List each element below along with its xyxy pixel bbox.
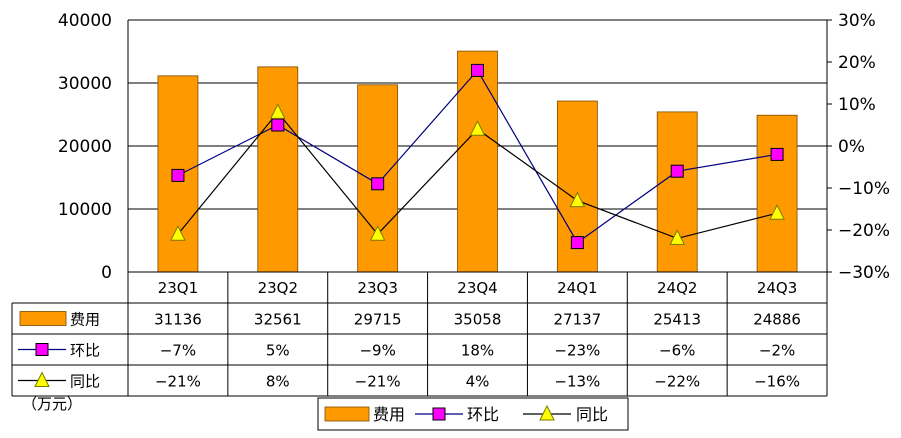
right-axis-ticks: −30% −20% −10% 0% 10% 20% 30%: [827, 11, 890, 283]
left-tick-label: 30000: [58, 74, 112, 94]
legend-key-triangle: [539, 404, 555, 421]
category-label: 24Q3: [757, 279, 797, 297]
right-tick-label: −30%: [838, 263, 890, 283]
data-label: −2%: [759, 342, 795, 360]
row-series-name: 环比: [70, 342, 100, 360]
category-label: 23Q2: [258, 279, 298, 297]
bar: [257, 66, 299, 273]
square-marker: [471, 63, 484, 77]
legend-label: 环比: [467, 405, 499, 424]
row-key-triangle: [34, 371, 50, 387]
row-series-name: 费用: [70, 311, 100, 329]
triangle-marker: [569, 191, 586, 208]
series-line-huanbi: [171, 63, 784, 250]
category-label: 23Q1: [158, 279, 198, 297]
right-tick-label: −20%: [838, 221, 890, 241]
data-label: 24886: [753, 311, 801, 329]
unit-label: （万元）: [22, 395, 82, 413]
right-tick-label: −10%: [838, 179, 890, 199]
triangle-marker: [170, 225, 186, 241]
category-label: 23Q3: [357, 279, 397, 297]
legend-label: 同比: [576, 405, 608, 424]
data-label: 27137: [553, 311, 601, 329]
bar: [656, 111, 698, 273]
legend-label: 费用: [373, 405, 405, 424]
data-table: 23Q1 23Q2 23Q3 23Q4 24Q1 24Q2 24Q3 费用 31136 32561…: [11, 272, 828, 397]
row-key-bar: [19, 311, 67, 326]
data-label: −6%: [659, 342, 695, 360]
right-tick-label: 30%: [838, 11, 876, 31]
category-label: 24Q2: [657, 279, 697, 297]
square-marker: [570, 236, 584, 250]
data-label: −16%: [754, 373, 800, 391]
data-label: 4%: [466, 373, 490, 391]
data-label: −21%: [355, 373, 401, 391]
square-marker: [371, 177, 385, 191]
data-label: −22%: [654, 373, 700, 391]
right-tick-label: 20%: [838, 53, 876, 73]
legend-box: [317, 397, 629, 431]
category-label: 23Q4: [457, 279, 497, 297]
data-label: 35058: [454, 311, 502, 329]
row-key-square: [35, 343, 49, 356]
data-label: 32561: [254, 311, 302, 329]
bars: [157, 50, 798, 273]
triangle-marker: [769, 204, 785, 220]
row-series-name: 同比: [70, 373, 100, 391]
data-label: −21%: [155, 373, 201, 391]
data-label: 25413: [653, 311, 701, 329]
left-tick-label: 10000: [58, 200, 112, 220]
triangle-marker: [369, 225, 386, 241]
data-label: −23%: [554, 342, 600, 360]
triangle-marker: [469, 120, 486, 136]
legend-key-bar: [324, 406, 370, 422]
bar: [457, 50, 498, 273]
bar: [756, 114, 798, 273]
right-tick-label: 0%: [838, 137, 865, 157]
square-marker: [670, 164, 684, 178]
series-line-tongbi: [170, 103, 785, 245]
legend-key-square: [432, 407, 446, 421]
square-marker: [271, 118, 285, 132]
data-label: −9%: [359, 342, 395, 360]
left-axis-ticks: 0 10000 20000 30000 40000: [58, 11, 112, 283]
data-label: −7%: [160, 342, 196, 360]
data-label: 5%: [266, 342, 290, 360]
triangle-marker: [269, 103, 286, 119]
square-marker: [770, 147, 784, 161]
data-label: 29715: [354, 311, 402, 329]
left-tick-label: 20000: [58, 137, 112, 157]
data-label: 31136: [154, 311, 202, 329]
data-label: 8%: [266, 373, 290, 391]
right-tick-label: 10%: [838, 95, 876, 115]
data-label: 18%: [461, 342, 494, 360]
legend: 费用 环比 同比: [317, 397, 629, 431]
triangle-marker: [669, 229, 686, 245]
left-tick-label: 40000: [58, 11, 112, 31]
left-tick-label: 0: [101, 263, 112, 283]
square-marker: [171, 168, 185, 182]
data-label: −13%: [554, 373, 600, 391]
category-label: 24Q1: [557, 279, 597, 297]
